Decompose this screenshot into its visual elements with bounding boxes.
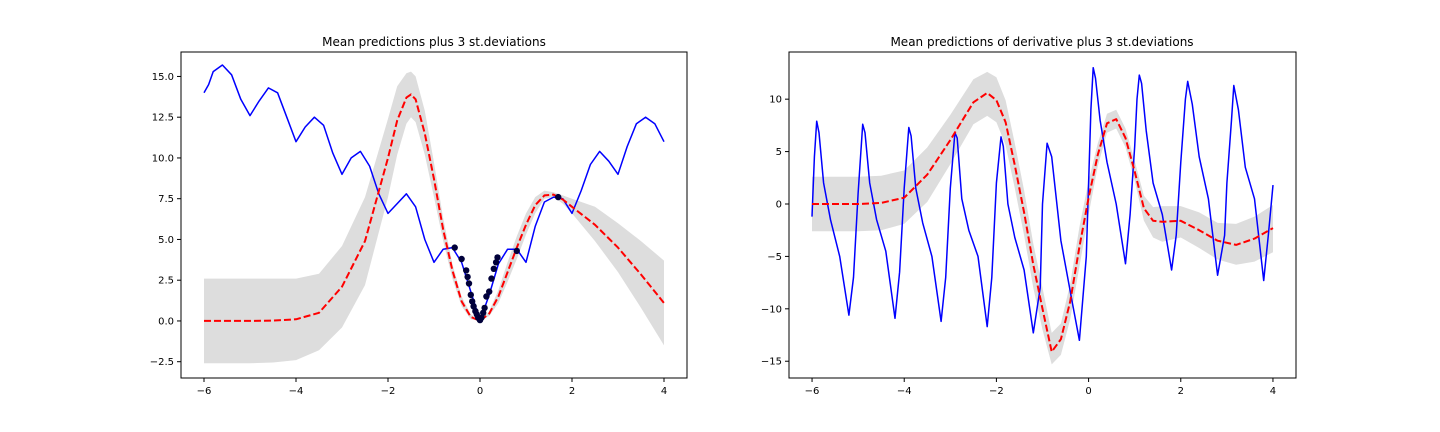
y-tick-label: −10 xyxy=(761,304,782,315)
observation-point xyxy=(451,244,458,251)
true-function-line xyxy=(203,64,665,322)
observation-point xyxy=(480,309,487,316)
y-tick-label: 5.0 xyxy=(158,235,174,246)
x-tick-label: 2 xyxy=(1178,386,1184,397)
y-tick-label: 10 xyxy=(769,95,782,106)
observation-point xyxy=(492,259,500,266)
observation-point xyxy=(458,255,465,263)
y-tick-label: 7.5 xyxy=(158,194,174,205)
subplot-right: Mean predictions of derivative plus 3 st… xyxy=(761,35,1297,397)
observation-point xyxy=(463,267,470,274)
x-tick-label: −4 xyxy=(897,386,912,397)
x-tick-label: 2 xyxy=(569,386,575,397)
y-axis: −2.5 0.0 2.5 5.0 7.5 10.0 12.5 15.0 xyxy=(150,72,181,368)
observation-point xyxy=(465,280,473,287)
x-tick-label: −2 xyxy=(989,386,1004,397)
mean-prediction-line xyxy=(204,93,665,322)
observation-point xyxy=(490,265,497,272)
subplot-left: Mean predictions plus 3 st.deviations −6… xyxy=(150,35,688,397)
chart-title: Mean predictions of derivative plus 3 st… xyxy=(890,35,1193,49)
x-tick-label: 0 xyxy=(477,386,483,397)
x-tick-label: −2 xyxy=(381,386,396,397)
x-tick-label: 0 xyxy=(1085,386,1091,397)
x-tick-label: 4 xyxy=(661,386,667,397)
x-tick-label: −6 xyxy=(197,386,212,397)
plot-area xyxy=(811,66,1274,365)
observation-point xyxy=(483,293,490,300)
y-tick-label: 10.0 xyxy=(152,153,174,164)
x-tick-label: −4 xyxy=(289,386,304,397)
axes-frame xyxy=(180,51,688,379)
observation-point xyxy=(470,303,477,310)
y-tick-label: −5 xyxy=(767,252,782,263)
observation-point xyxy=(494,254,501,261)
confidence-band xyxy=(204,71,664,364)
y-tick-label: −2.5 xyxy=(150,357,174,368)
y-axis: −15 −10 −5 0 5 10 xyxy=(761,95,789,368)
observation-point xyxy=(486,288,493,295)
y-tick-label: 0 xyxy=(776,199,782,210)
y-tick-label: −15 xyxy=(761,357,782,368)
y-tick-label: 0.0 xyxy=(158,316,174,327)
x-axis: −6 −4 −2 0 2 4 xyxy=(197,378,667,397)
axes-frame xyxy=(788,51,1297,379)
true-function-line xyxy=(811,66,1274,342)
observation-point xyxy=(555,193,562,201)
plot-area xyxy=(203,64,665,364)
observation-point xyxy=(469,298,476,305)
y-tick-label: 12.5 xyxy=(152,113,174,124)
observation-point xyxy=(488,275,495,282)
observation-point xyxy=(478,314,485,321)
y-tick-label: 5 xyxy=(776,147,782,158)
chart-title: Mean predictions plus 3 st.deviations xyxy=(322,35,546,49)
x-tick-label: −6 xyxy=(805,386,820,397)
observation-point xyxy=(513,247,520,255)
y-tick-label: 15.0 xyxy=(152,72,174,83)
x-tick-label: 4 xyxy=(1270,386,1276,397)
observation-point xyxy=(464,273,471,281)
observation-point xyxy=(467,291,474,299)
x-axis: −6 −4 −2 0 2 4 xyxy=(805,378,1276,397)
observation-point xyxy=(481,304,488,312)
mean-prediction-line xyxy=(812,91,1274,353)
y-tick-label: 2.5 xyxy=(158,276,174,287)
